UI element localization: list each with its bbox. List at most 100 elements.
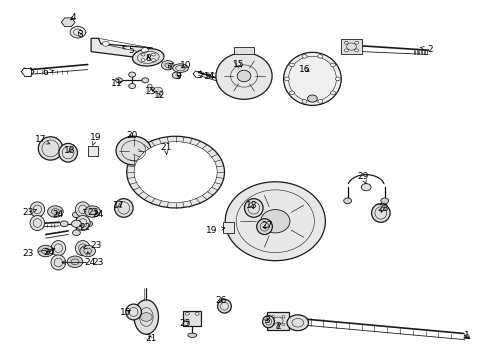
Circle shape xyxy=(127,136,224,208)
Text: 14: 14 xyxy=(204,72,216,81)
Ellipse shape xyxy=(115,199,133,217)
Ellipse shape xyxy=(51,255,66,270)
Circle shape xyxy=(129,84,136,89)
Circle shape xyxy=(290,91,294,95)
Ellipse shape xyxy=(75,216,90,230)
Circle shape xyxy=(72,220,81,227)
Ellipse shape xyxy=(263,316,274,328)
Text: 27: 27 xyxy=(261,221,272,230)
Circle shape xyxy=(73,212,80,218)
Text: 6: 6 xyxy=(43,68,54,77)
Text: 2: 2 xyxy=(421,45,433,54)
Text: 9: 9 xyxy=(176,72,181,81)
Text: 24: 24 xyxy=(43,248,54,257)
Text: 15: 15 xyxy=(233,60,245,69)
Text: 23: 23 xyxy=(83,208,98,217)
Circle shape xyxy=(151,59,155,62)
Text: 21: 21 xyxy=(146,334,157,343)
Circle shape xyxy=(335,77,340,81)
Ellipse shape xyxy=(30,202,45,217)
Text: 18: 18 xyxy=(246,201,258,210)
Bar xyxy=(88,145,98,156)
Text: 12: 12 xyxy=(154,91,166,100)
Circle shape xyxy=(308,95,318,102)
Ellipse shape xyxy=(371,204,390,222)
Circle shape xyxy=(102,41,109,46)
Circle shape xyxy=(282,323,285,325)
Text: 19: 19 xyxy=(90,133,102,145)
Circle shape xyxy=(141,53,145,56)
Text: 23: 23 xyxy=(22,248,55,258)
Circle shape xyxy=(134,141,217,203)
Bar xyxy=(234,47,254,54)
Circle shape xyxy=(195,312,199,315)
Circle shape xyxy=(129,72,136,77)
Text: 20: 20 xyxy=(126,131,137,140)
Ellipse shape xyxy=(132,49,164,66)
Circle shape xyxy=(185,312,189,315)
Text: 17: 17 xyxy=(35,135,50,144)
Circle shape xyxy=(285,77,290,81)
Text: 23: 23 xyxy=(62,258,104,267)
Text: 10: 10 xyxy=(180,62,191,71)
Circle shape xyxy=(302,55,307,58)
Text: 24: 24 xyxy=(93,210,104,219)
Text: 24: 24 xyxy=(53,210,64,219)
Circle shape xyxy=(172,72,181,78)
Ellipse shape xyxy=(257,219,272,234)
Text: 4: 4 xyxy=(70,13,76,22)
Circle shape xyxy=(85,221,93,226)
Ellipse shape xyxy=(75,202,90,217)
Text: 19: 19 xyxy=(206,226,225,235)
Text: 3: 3 xyxy=(265,316,270,325)
Polygon shape xyxy=(134,300,159,334)
Ellipse shape xyxy=(172,64,188,72)
Ellipse shape xyxy=(237,70,251,82)
Circle shape xyxy=(80,245,96,257)
Circle shape xyxy=(318,100,323,103)
Circle shape xyxy=(361,184,371,191)
Circle shape xyxy=(151,53,155,56)
Text: 13: 13 xyxy=(146,86,157,95)
Polygon shape xyxy=(61,18,75,27)
Text: 21: 21 xyxy=(160,143,172,154)
Text: 16: 16 xyxy=(299,65,310,74)
Text: 23: 23 xyxy=(22,208,37,217)
Text: 17: 17 xyxy=(113,201,124,210)
Ellipse shape xyxy=(218,300,231,313)
Circle shape xyxy=(318,55,323,58)
Circle shape xyxy=(302,100,307,103)
Circle shape xyxy=(85,206,100,217)
Text: 8: 8 xyxy=(146,54,151,63)
Text: 28: 28 xyxy=(377,204,389,213)
Text: 24: 24 xyxy=(84,252,95,267)
Text: 1: 1 xyxy=(465,332,470,341)
Circle shape xyxy=(344,49,348,52)
Circle shape xyxy=(161,60,174,70)
Circle shape xyxy=(331,63,336,67)
Circle shape xyxy=(381,198,389,204)
Ellipse shape xyxy=(188,333,196,337)
Circle shape xyxy=(290,63,294,67)
Ellipse shape xyxy=(225,182,325,261)
Circle shape xyxy=(48,206,63,217)
Circle shape xyxy=(60,221,68,226)
Ellipse shape xyxy=(59,143,77,162)
Text: 23: 23 xyxy=(83,241,101,250)
Circle shape xyxy=(70,27,86,38)
Ellipse shape xyxy=(51,240,66,256)
Text: 3: 3 xyxy=(77,30,83,39)
Circle shape xyxy=(141,59,145,62)
Ellipse shape xyxy=(261,210,290,233)
Bar xyxy=(268,312,289,329)
Circle shape xyxy=(38,245,53,257)
Circle shape xyxy=(287,315,309,330)
Circle shape xyxy=(355,49,359,52)
Circle shape xyxy=(147,84,152,88)
Ellipse shape xyxy=(38,137,63,160)
Circle shape xyxy=(73,230,80,235)
Text: 29: 29 xyxy=(358,172,369,184)
Ellipse shape xyxy=(284,52,341,105)
Circle shape xyxy=(344,41,348,44)
Bar xyxy=(341,39,362,54)
